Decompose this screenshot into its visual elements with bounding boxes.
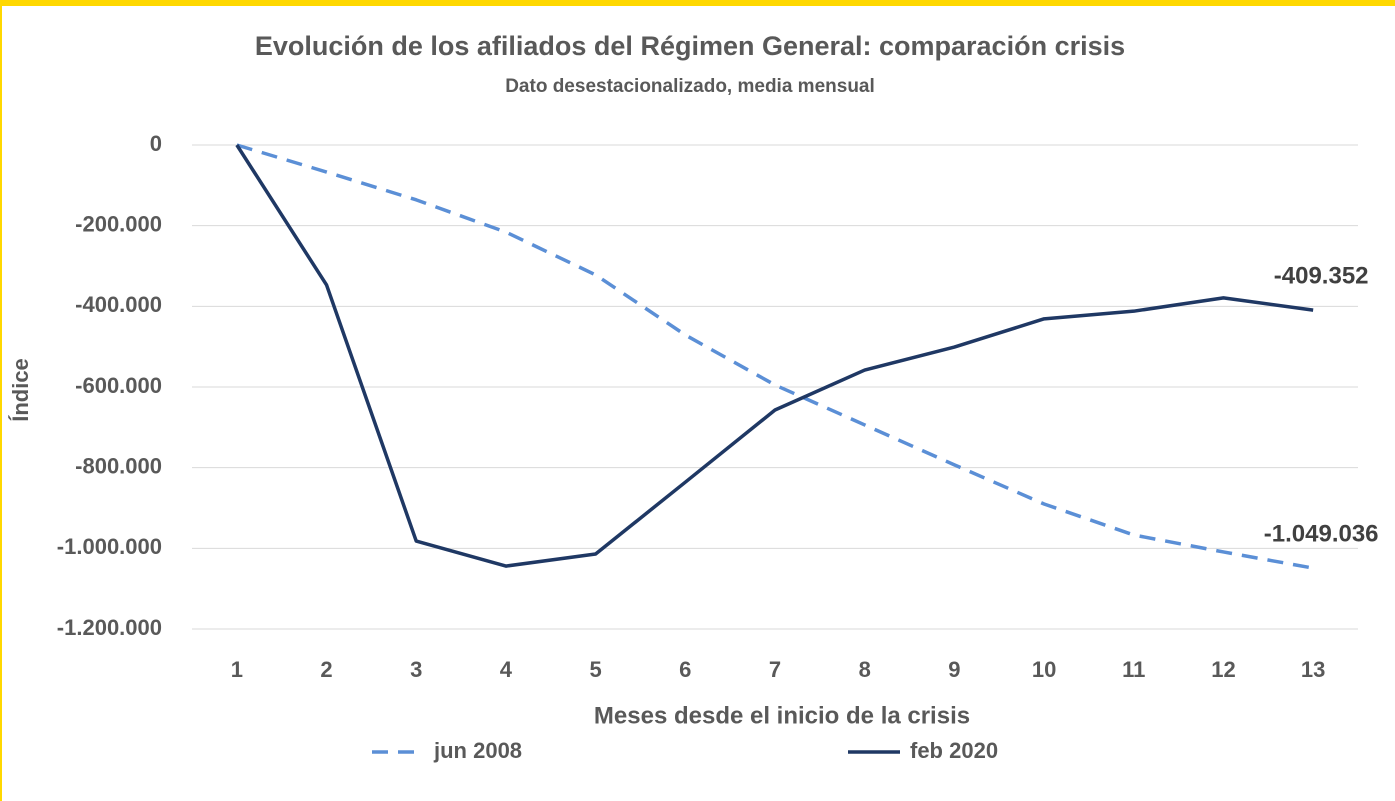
top-border [0,0,1395,6]
y-axis-title: Índice [8,358,33,422]
x-tick-label: 3 [410,657,422,682]
x-tick-label: 2 [320,657,332,682]
x-tick-label: 6 [679,657,691,682]
x-tick-label: 12 [1211,657,1235,682]
x-tick-label: 8 [859,657,871,682]
y-tick-label: -1.200.000 [57,615,162,640]
x-tick-label: 4 [500,657,513,682]
y-tick-label: 0 [150,131,162,156]
chart-title: Evolución de los afiliados del Régimen G… [255,31,1125,61]
y-tick-label: -800.000 [75,453,162,478]
x-tick-label: 1 [231,657,243,682]
legend-label: jun 2008 [433,738,522,763]
y-tick-label: -600.000 [75,373,162,398]
x-tick-label: 9 [948,657,960,682]
x-tick-label: 5 [589,657,601,682]
chart-subtitle: Dato desestacionalizado, media mensual [505,76,875,97]
left-border [0,0,2,801]
legend-label: feb 2020 [910,738,998,763]
y-tick-label: -1.000.000 [57,534,162,559]
x-tick-label: 13 [1301,657,1325,682]
data-label: -1.049.036 [1264,520,1379,547]
series-line [236,143,1314,570]
y-tick-label: -200.000 [75,211,162,236]
x-tick-label: 10 [1032,657,1056,682]
x-tick-label: 7 [769,657,781,682]
series-line [235,144,1314,568]
y-tick-label: -400.000 [75,292,162,317]
x-axis-title: Meses desde el inicio de la crisis [594,702,970,729]
data-label: -409.352 [1274,262,1369,289]
x-tick-label: 11 [1122,657,1145,682]
